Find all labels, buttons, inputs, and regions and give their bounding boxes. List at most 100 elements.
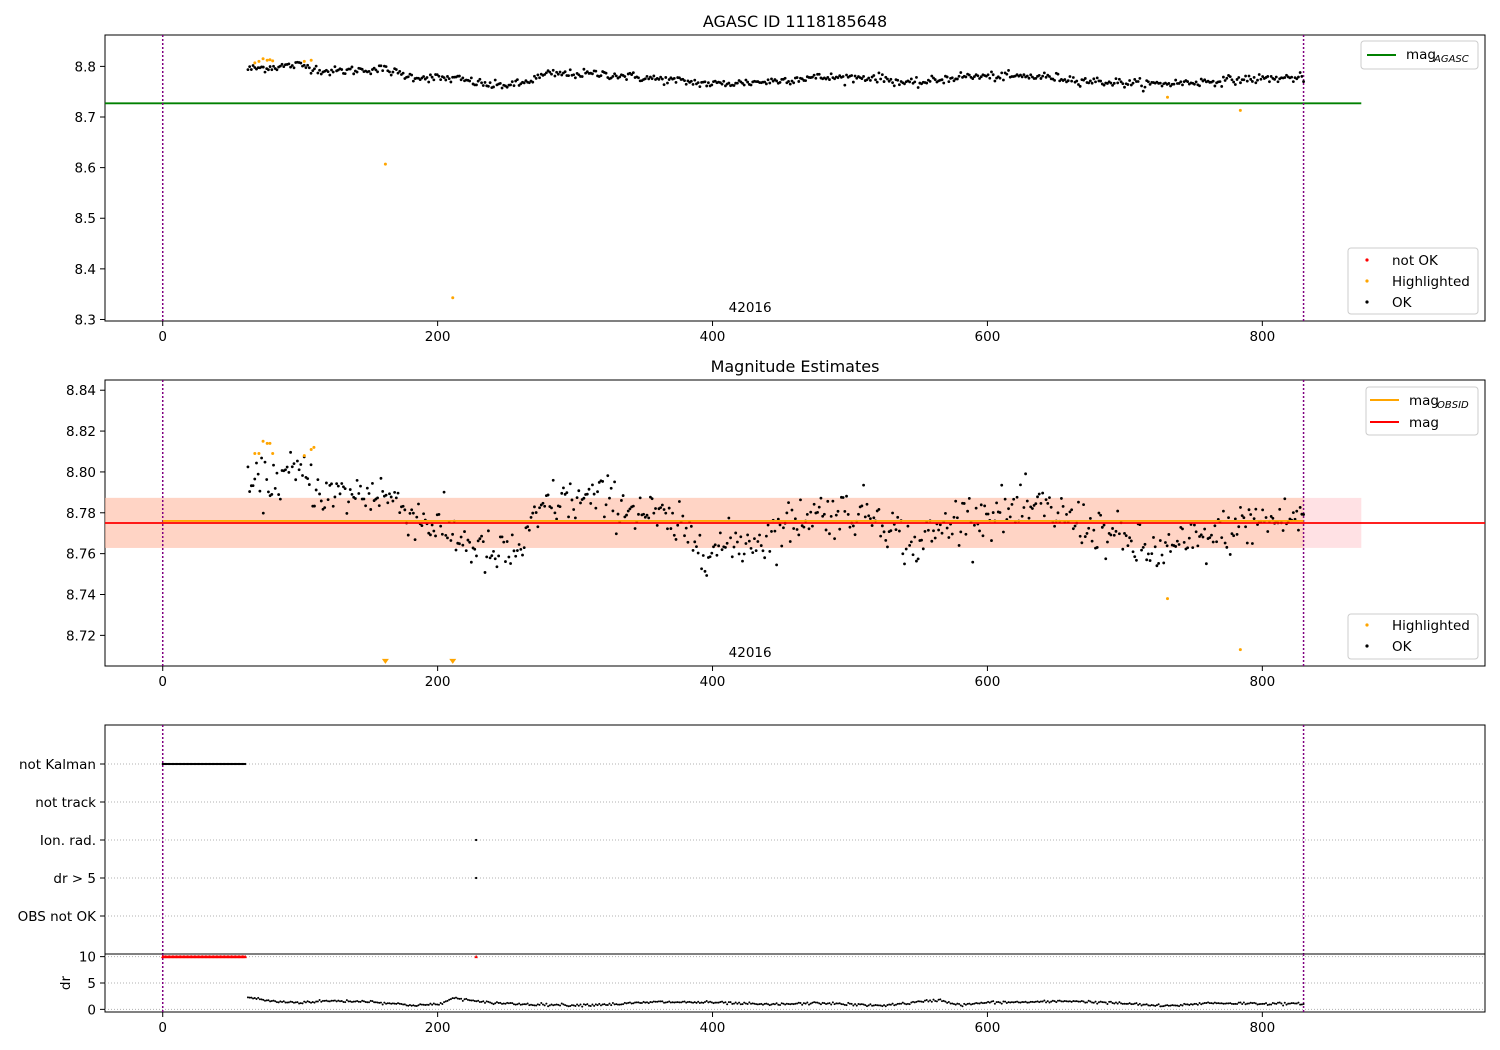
dr-point [383, 1001, 386, 1004]
ok-point [1172, 82, 1176, 86]
ok-point [544, 71, 548, 75]
ok-point [950, 532, 954, 536]
dr-point [930, 1000, 933, 1003]
dr-point [291, 1000, 294, 1003]
ok-point [945, 526, 949, 530]
dr-point [512, 1003, 515, 1006]
dr-point [722, 1001, 725, 1004]
dr-point [526, 1002, 529, 1005]
ok-point [1019, 483, 1022, 487]
ok-point [611, 74, 615, 78]
ok-point [388, 492, 391, 496]
ok-point [495, 565, 499, 569]
ok-point [763, 80, 767, 84]
dr-point [894, 1003, 897, 1006]
dr-point [304, 1001, 307, 1004]
highlighted-point [265, 58, 269, 62]
ok-point [703, 80, 707, 84]
ok-point [735, 81, 739, 85]
ok-point [1020, 75, 1024, 79]
dr-point [1140, 1004, 1143, 1007]
ok-point [1024, 472, 1027, 476]
ok-point [333, 65, 337, 69]
dr-point [1074, 1000, 1077, 1003]
ok-point [1293, 517, 1297, 521]
dr-point [1162, 1005, 1165, 1008]
ok-point [1223, 541, 1227, 545]
dr-point [906, 1002, 909, 1005]
mag-marker-legend [1347, 613, 1479, 660]
ok-point [829, 514, 833, 518]
legend-label-highlighted: Highlighted [1392, 274, 1470, 290]
ok-point [1228, 553, 1232, 556]
ok-point [350, 493, 354, 496]
ok-point [1114, 529, 1118, 533]
ok-point [1053, 524, 1056, 528]
ok-point [538, 506, 541, 510]
ok-point [991, 73, 995, 77]
dr-point [883, 1004, 886, 1007]
ok-point [473, 547, 477, 551]
dr-point [618, 1003, 621, 1006]
dr-point [1120, 1002, 1123, 1005]
ok-point [1078, 534, 1082, 538]
dr-point [949, 1002, 952, 1005]
dr-point [1125, 1002, 1128, 1005]
ok-point [1264, 516, 1268, 519]
dr-point [547, 1005, 550, 1008]
ok-point [388, 70, 391, 74]
dr-point [843, 1003, 846, 1006]
ok-point [724, 545, 727, 549]
ok-point [261, 65, 265, 69]
dr-point [1062, 1000, 1065, 1003]
ok-point [335, 482, 339, 486]
ok-point [973, 75, 976, 78]
ok-point [1061, 504, 1065, 508]
ok-point [606, 474, 610, 478]
dr-point [1137, 1003, 1140, 1006]
ok-point [1150, 552, 1154, 556]
dr-point [743, 1001, 746, 1004]
dr-point [1247, 1002, 1250, 1005]
dr-point [342, 1001, 345, 1004]
dr-point [1200, 1003, 1203, 1006]
dr-point [881, 1005, 884, 1008]
ok-point [957, 74, 961, 78]
dr-point [333, 999, 336, 1002]
mag-xtick-label: 200 [425, 674, 451, 690]
dr-point [905, 1003, 908, 1006]
dr-point [860, 1003, 863, 1006]
ok-point [256, 472, 260, 476]
ok-point [451, 532, 454, 536]
ok-point [1198, 84, 1201, 88]
flag-point [244, 762, 247, 766]
ok-point [608, 496, 611, 500]
dr-point [744, 1002, 747, 1005]
ok-point [1232, 80, 1236, 84]
dr-point [444, 1000, 447, 1003]
ok-point [712, 545, 715, 549]
ok-point [705, 574, 709, 577]
dr-point [461, 999, 464, 1002]
dr-point [591, 1003, 594, 1006]
dr-point [311, 1000, 314, 1003]
ok-point [1146, 80, 1150, 84]
obsid-label: 42016 [729, 645, 772, 661]
dr-point [644, 1001, 647, 1004]
obsid-label: 42016 [729, 300, 772, 316]
ok-point [979, 75, 983, 79]
ok-point [785, 511, 789, 515]
dr-point [802, 1002, 805, 1005]
dr-point [1103, 1001, 1106, 1004]
ok-point [897, 529, 901, 533]
ok-point [659, 506, 663, 510]
ok-point [560, 73, 564, 77]
ok-point [945, 75, 949, 79]
dr-point [825, 1003, 828, 1006]
highlighted-point [257, 59, 261, 63]
dr-point [248, 996, 251, 999]
ok-point [553, 74, 557, 78]
ok-point [585, 70, 589, 74]
ok-point [570, 498, 574, 502]
ok-point [461, 76, 465, 80]
